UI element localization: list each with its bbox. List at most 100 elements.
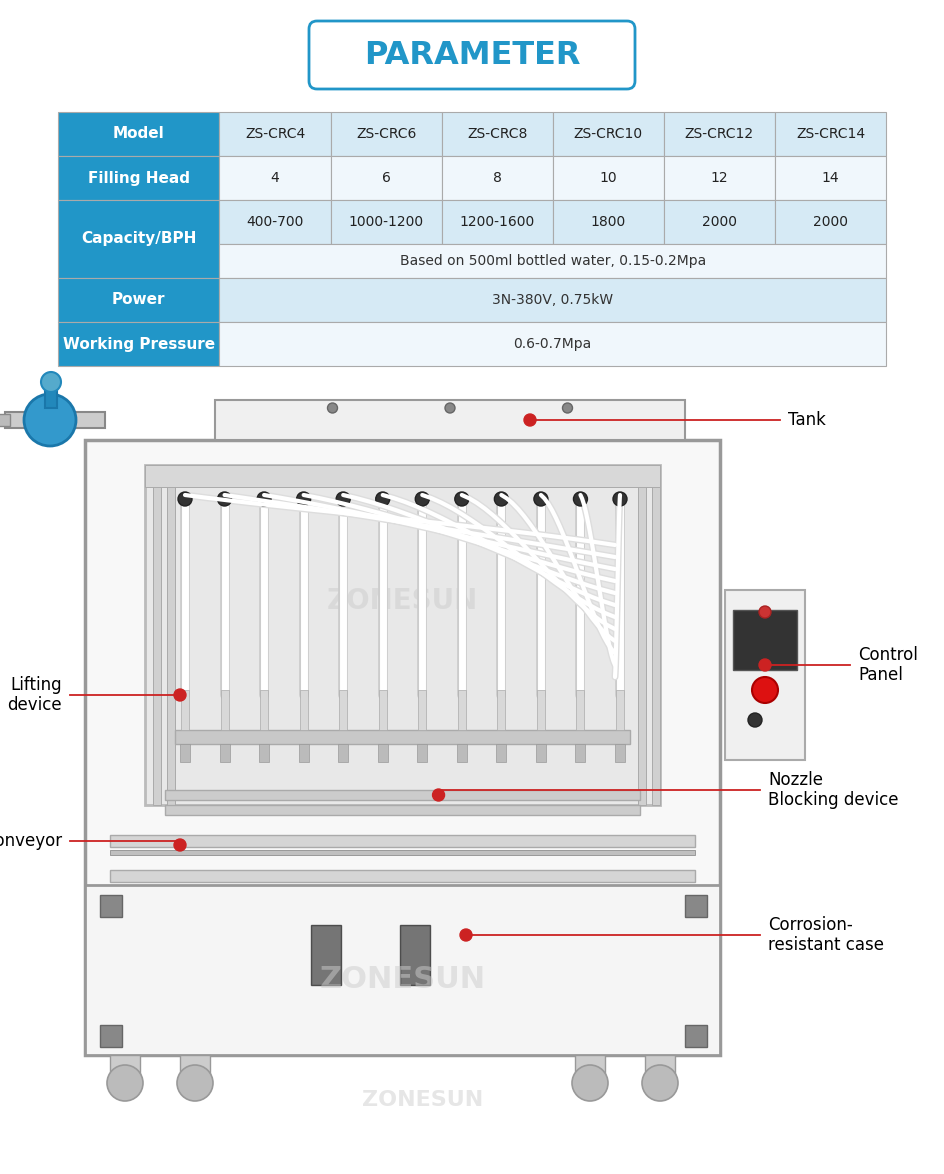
- Circle shape: [563, 403, 572, 413]
- Bar: [110, 870, 695, 882]
- Bar: [145, 465, 660, 805]
- Bar: [110, 835, 695, 846]
- Bar: [378, 744, 388, 762]
- Bar: [100, 1025, 122, 1047]
- Text: 4: 4: [271, 171, 279, 185]
- Bar: [298, 744, 309, 762]
- Text: Control
Panel: Control Panel: [858, 646, 918, 684]
- Bar: [175, 730, 630, 744]
- Circle shape: [432, 789, 445, 801]
- Bar: [299, 690, 308, 730]
- Bar: [553, 200, 664, 244]
- Circle shape: [572, 1065, 608, 1101]
- Bar: [457, 744, 467, 762]
- Bar: [458, 690, 465, 730]
- Bar: [180, 744, 190, 762]
- Text: Power: Power: [112, 292, 165, 308]
- Text: Based on 500ml bottled water, 0.15-0.2Mpa: Based on 500ml bottled water, 0.15-0.2Mp…: [399, 254, 706, 268]
- Circle shape: [296, 492, 311, 506]
- Circle shape: [177, 1065, 213, 1101]
- Bar: [775, 112, 886, 156]
- Bar: [338, 744, 348, 762]
- Bar: [110, 1055, 140, 1082]
- Text: 3N-380V, 0.75kW: 3N-380V, 0.75kW: [492, 294, 614, 306]
- Text: ZS-CRC14: ZS-CRC14: [796, 127, 865, 141]
- Text: 0.6-0.7Mpa: 0.6-0.7Mpa: [514, 337, 592, 351]
- Text: 400-700: 400-700: [246, 215, 304, 229]
- Bar: [577, 690, 584, 730]
- Circle shape: [24, 394, 76, 446]
- Circle shape: [445, 403, 455, 413]
- Bar: [685, 1025, 707, 1047]
- Bar: [645, 1055, 675, 1082]
- Bar: [219, 322, 886, 366]
- Bar: [575, 1055, 605, 1082]
- Bar: [85, 440, 720, 1055]
- Bar: [100, 895, 122, 917]
- Bar: [145, 465, 660, 487]
- Bar: [652, 465, 660, 805]
- Bar: [775, 200, 886, 244]
- Text: ZONESUN: ZONESUN: [362, 1089, 483, 1109]
- Bar: [330, 156, 442, 200]
- Bar: [615, 744, 625, 762]
- Bar: [417, 744, 428, 762]
- Circle shape: [336, 492, 350, 506]
- Bar: [339, 690, 347, 730]
- Circle shape: [41, 372, 61, 392]
- Circle shape: [642, 1065, 678, 1101]
- Bar: [664, 156, 775, 200]
- Bar: [725, 591, 805, 760]
- Bar: [220, 744, 229, 762]
- Bar: [165, 805, 640, 815]
- Bar: [167, 465, 175, 805]
- Circle shape: [455, 492, 469, 506]
- Bar: [181, 690, 189, 730]
- Text: ZONESUN: ZONESUN: [319, 965, 485, 994]
- Circle shape: [174, 689, 186, 701]
- FancyBboxPatch shape: [309, 21, 635, 89]
- Circle shape: [495, 492, 509, 506]
- Bar: [442, 112, 553, 156]
- Text: ZS-CRC12: ZS-CRC12: [684, 127, 754, 141]
- Text: ZS-CRC8: ZS-CRC8: [467, 127, 528, 141]
- Text: PARAMETER: PARAMETER: [363, 40, 581, 70]
- Text: Capacity/BPH: Capacity/BPH: [81, 231, 196, 247]
- Bar: [259, 744, 269, 762]
- Bar: [219, 156, 330, 200]
- Bar: [219, 112, 330, 156]
- Text: Model: Model: [113, 127, 164, 142]
- Text: ZS-CRC6: ZS-CRC6: [356, 127, 416, 141]
- Bar: [536, 744, 546, 762]
- Circle shape: [759, 606, 771, 618]
- Bar: [576, 744, 585, 762]
- Bar: [110, 850, 695, 855]
- Text: 1000-1200: 1000-1200: [348, 215, 424, 229]
- Circle shape: [376, 492, 390, 506]
- Bar: [733, 610, 797, 670]
- Circle shape: [613, 492, 627, 506]
- Bar: [180, 1055, 210, 1082]
- Circle shape: [178, 492, 192, 506]
- Bar: [638, 465, 646, 805]
- Bar: [58, 322, 219, 366]
- Bar: [379, 690, 387, 730]
- Circle shape: [217, 492, 231, 506]
- Text: ZS-CRC4: ZS-CRC4: [244, 127, 305, 141]
- Text: Tank: Tank: [788, 411, 826, 429]
- Text: 12: 12: [711, 171, 728, 185]
- Bar: [497, 690, 505, 730]
- Circle shape: [415, 492, 430, 506]
- Text: 1200-1600: 1200-1600: [460, 215, 535, 229]
- Text: Lifting
device: Lifting device: [8, 675, 62, 715]
- Bar: [553, 112, 664, 156]
- Circle shape: [759, 659, 771, 672]
- Bar: [312, 925, 342, 985]
- Text: 10: 10: [599, 171, 617, 185]
- Bar: [775, 156, 886, 200]
- Bar: [400, 925, 430, 985]
- Text: 2000: 2000: [702, 215, 737, 229]
- Text: ZS-CRC10: ZS-CRC10: [574, 127, 643, 141]
- Circle shape: [573, 492, 587, 506]
- Text: 8: 8: [493, 171, 501, 185]
